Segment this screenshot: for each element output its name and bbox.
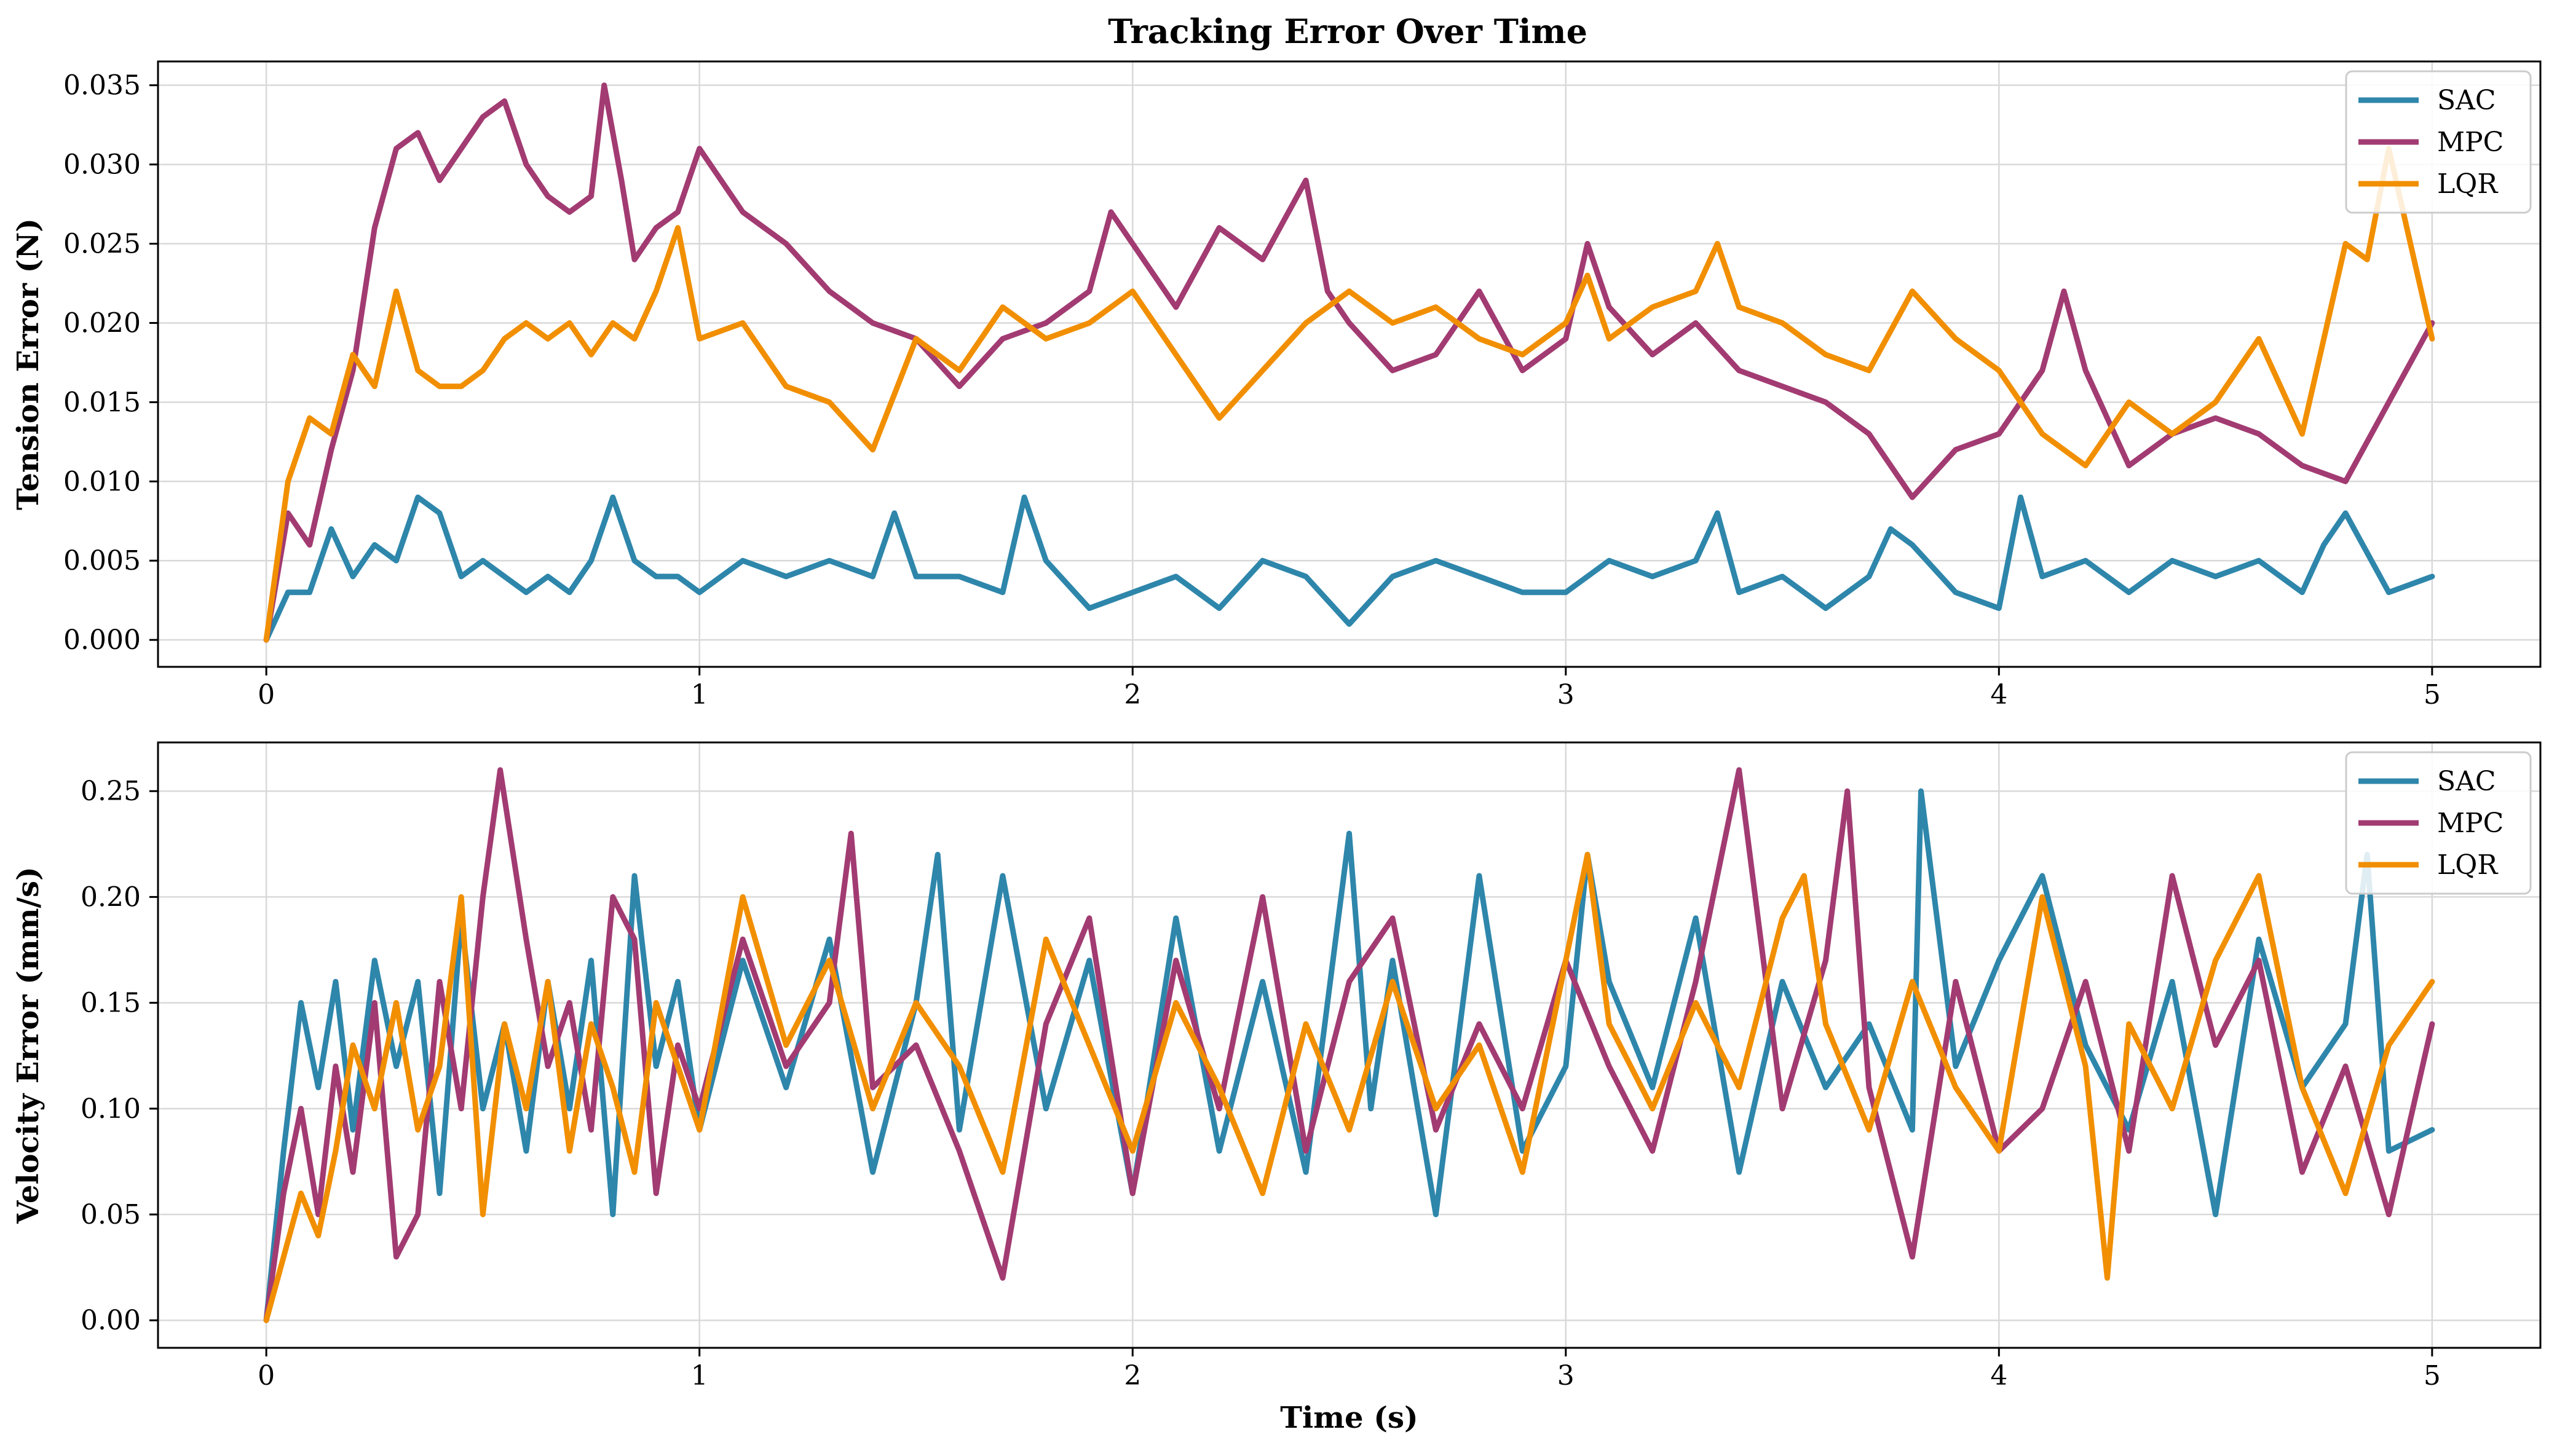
panel-2: 0 1 2 3 4 5 0.00 0.05 0.10 0.15 0.20 0.25 Velocity E…: [11, 741, 2542, 1435]
plot-frame: [157, 741, 2542, 1349]
y-tick-label: 0.030: [63, 149, 141, 181]
y-tick-label: 0.00: [81, 1305, 141, 1336]
legend-label-lqr: LQR: [2437, 849, 2499, 881]
y-tick-label: 0.10: [81, 1093, 141, 1125]
y-axis-label: Velocity Error (mm/s): [11, 867, 45, 1224]
y-tick-label: 0.000: [63, 624, 141, 656]
series-line-mpc: [263, 767, 2435, 1323]
y-tick-label: 0.20: [81, 881, 141, 913]
legend: SAC MPC LQR: [2345, 751, 2532, 895]
y-tick-label: 0.035: [63, 70, 141, 101]
x-tick-label: 5: [2424, 679, 2441, 710]
y-tick-label: 0.005: [63, 545, 141, 576]
y-tick-label: 0.020: [63, 307, 141, 339]
x-tick-label: 1: [691, 679, 708, 710]
series-line-mpc: [263, 82, 2435, 643]
x-tick-label: 4: [1990, 1360, 2007, 1391]
series-line-lqr: [263, 852, 2435, 1323]
x-tick-label: 3: [1557, 679, 1575, 710]
series-group: [263, 82, 2435, 643]
series-line-sac: [263, 494, 2435, 643]
y-tick-label: 0.25: [81, 776, 141, 807]
x-tick-label: 0: [258, 679, 275, 710]
y-tick-label: 0.15: [81, 988, 141, 1019]
series-line-lqr: [263, 146, 2435, 643]
x-tick-label: 0: [258, 1360, 275, 1391]
x-tick-label: 4: [1990, 679, 2007, 710]
x-tick-label: 3: [1557, 1360, 1575, 1391]
legend-label-sac: SAC: [2437, 766, 2496, 797]
legend-box: [2345, 70, 2532, 214]
plot-frame: [157, 60, 2542, 668]
legend-label-mpc: MPC: [2437, 127, 2504, 158]
x-tick-label: 5: [2424, 1360, 2441, 1391]
x-tick-label: 1: [691, 1360, 708, 1391]
legend-label-lqr: LQR: [2437, 168, 2499, 200]
legend: SAC MPC LQR: [2345, 70, 2532, 214]
legend-label-mpc: MPC: [2437, 808, 2504, 839]
legend-box: [2345, 751, 2532, 895]
y-tick-label: 0.015: [63, 387, 141, 418]
y-tick-label: 0.05: [81, 1199, 141, 1230]
series-group: [263, 767, 2435, 1323]
legend-label-sac: SAC: [2437, 85, 2496, 116]
y-tick-label: 0.010: [63, 466, 141, 497]
chart-title: Tracking Error Over Time: [1108, 12, 1587, 51]
x-axis-label: Time (s): [1280, 1401, 1418, 1435]
panel-1: 0 1 2 3 4 5 0.000 0.005 0.010 0.015 0.020 0.025 0.03…: [11, 60, 2542, 710]
x-tick-label: 2: [1124, 1360, 1141, 1391]
y-axis-label: Tension Error (N): [11, 218, 45, 510]
y-tick-label: 0.025: [63, 229, 141, 260]
x-tick-label: 2: [1124, 679, 1141, 710]
series-line-sac: [263, 788, 2435, 1323]
